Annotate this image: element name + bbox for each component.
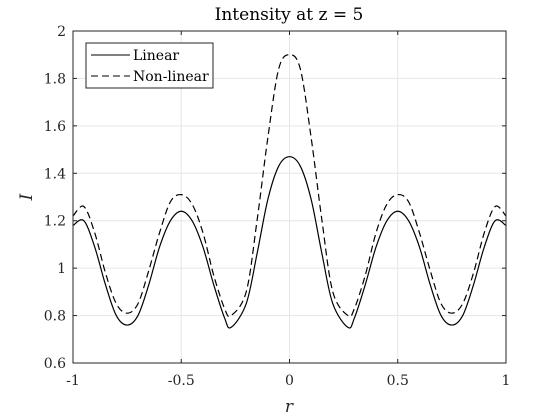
- x-tick-label: 0.5: [387, 373, 409, 389]
- y-axis-title: I: [17, 193, 37, 201]
- series-layer: [72, 54, 507, 329]
- legend-label-linear: Linear: [133, 48, 179, 64]
- y-tick-label: 1.4: [44, 166, 66, 182]
- y-tick-label: 0.6: [44, 356, 66, 372]
- legend: Linear Non-linear: [85, 42, 214, 89]
- chart-title: Intensity at z = 5: [215, 5, 364, 25]
- x-tick-label: -0.5: [168, 373, 195, 389]
- legend-label-non-linear: Non-linear: [133, 69, 209, 85]
- y-tick-label: 2: [57, 24, 66, 40]
- y-tick-label: 1: [57, 261, 66, 277]
- series-line-non-linear: [72, 54, 507, 318]
- series-line-linear: [72, 156, 507, 329]
- grid: [72, 30, 507, 364]
- y-axis-ticks: 0.6 0.8 1 1.2 1.4 1.6 1.8 2: [44, 24, 506, 372]
- x-tick-label: 0: [285, 373, 294, 389]
- x-tick-label: 1: [502, 373, 511, 389]
- x-axis-title: r: [285, 397, 294, 417]
- x-axis-ticks: -1 -0.5 0 0.5 1: [66, 31, 510, 389]
- y-tick-label: 1.2: [44, 214, 66, 230]
- legend-box: [85, 42, 214, 89]
- x-tick-label: -1: [66, 373, 80, 389]
- y-tick-label: 1.6: [44, 119, 66, 135]
- y-tick-label: 1.8: [44, 71, 66, 87]
- y-tick-label: 0.8: [44, 309, 66, 325]
